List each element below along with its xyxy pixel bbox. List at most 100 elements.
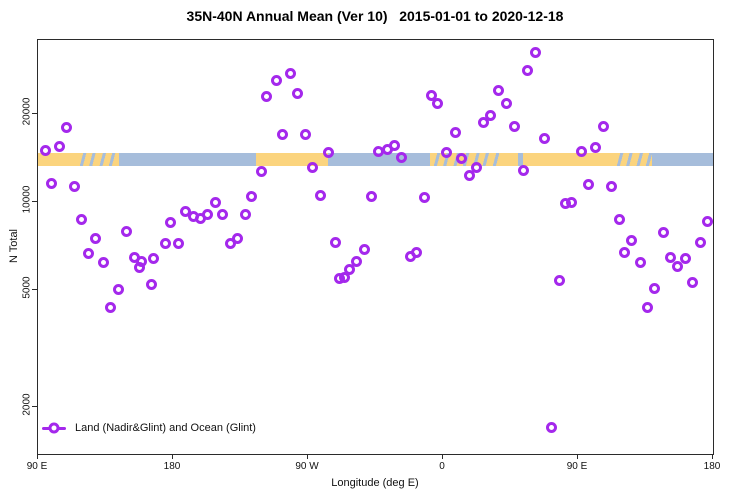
data-point <box>210 196 221 208</box>
data-point <box>76 213 88 225</box>
data-point <box>339 271 350 283</box>
map-strip-segment-ocean <box>119 152 256 166</box>
data-point <box>46 178 58 190</box>
data-point <box>450 127 461 139</box>
data-point <box>576 146 587 158</box>
data-point <box>69 181 80 193</box>
data-point <box>432 97 443 109</box>
legend: Land (Nadir&Glint) and Ocean (Glint) <box>42 420 256 436</box>
data-point <box>240 209 251 221</box>
data-point <box>426 89 437 101</box>
y-tick-mark <box>32 200 37 202</box>
data-point <box>351 255 362 267</box>
x-tick-mark <box>37 454 38 459</box>
data-point <box>589 142 601 153</box>
data-point <box>529 46 541 58</box>
data-point <box>694 236 706 248</box>
data-point <box>366 190 377 202</box>
data-point <box>598 120 610 132</box>
data-point <box>136 255 148 267</box>
x-tick-label: 180 <box>163 461 181 472</box>
data-point <box>522 65 533 76</box>
x-tick-label: 0 <box>439 461 445 472</box>
data-point <box>619 246 631 258</box>
map-strip-segment-ocean <box>518 152 523 166</box>
data-point <box>165 216 176 228</box>
data-point <box>456 153 467 165</box>
data-point <box>538 133 550 145</box>
data-point <box>307 161 319 173</box>
data-point <box>315 189 326 201</box>
y-axis-title: N Total <box>8 228 20 264</box>
x-tick-mark <box>307 454 308 459</box>
data-point <box>484 110 496 122</box>
y-tick-label: 2000 <box>21 393 33 416</box>
data-point <box>121 225 133 237</box>
data-point <box>300 129 311 141</box>
data-point <box>649 283 661 295</box>
data-point <box>583 179 595 191</box>
legend-open-circle-icon <box>48 422 60 434</box>
data-point <box>160 238 172 250</box>
map-strip-segment-mixed <box>75 152 119 166</box>
data-point <box>330 237 341 248</box>
data-point <box>343 264 355 276</box>
map-strip-segment-mixed <box>612 152 652 166</box>
data-point <box>54 141 65 153</box>
data-point <box>277 129 289 141</box>
data-point <box>508 120 520 132</box>
data-point <box>256 165 268 177</box>
x-axis-title: Longitude (deg E) <box>331 477 419 489</box>
data-point <box>388 139 400 151</box>
y-tick-mark <box>32 405 37 407</box>
y-tick-mark <box>32 112 37 114</box>
data-point <box>261 90 272 102</box>
data-point <box>82 247 94 259</box>
data-point <box>687 277 698 289</box>
x-tick-mark <box>172 454 173 459</box>
data-point <box>553 274 565 286</box>
data-point <box>90 233 101 245</box>
data-point <box>232 233 244 245</box>
map-strip-segment-land <box>522 152 613 166</box>
data-point <box>246 190 257 202</box>
x-tick-label: 90 E <box>566 461 588 472</box>
data-point <box>664 252 676 264</box>
data-point <box>642 302 653 313</box>
data-point <box>606 181 617 193</box>
data-point <box>679 252 691 264</box>
data-point <box>463 169 475 181</box>
data-point <box>625 235 637 247</box>
x-tick-label: 180 <box>703 461 721 472</box>
x-tick-mark <box>442 454 443 459</box>
x-tick-label: 90 E <box>26 461 48 472</box>
data-point <box>105 302 116 313</box>
data-point <box>702 215 713 227</box>
x-tick-label: 90 W <box>295 461 319 472</box>
y-tick-label: 5000 <box>21 276 33 299</box>
data-point <box>217 208 229 220</box>
plot-area <box>37 39 714 455</box>
x-tick-mark <box>712 454 713 459</box>
data-point <box>418 191 430 203</box>
data-point <box>172 238 184 250</box>
data-point <box>501 97 512 109</box>
legend-label: Land (Nadir&Glint) and Ocean (Glint) <box>75 422 256 434</box>
data-point <box>61 122 73 134</box>
data-point <box>565 196 577 208</box>
data-point <box>478 117 490 129</box>
data-point <box>471 161 482 173</box>
x-tick-mark <box>577 454 578 459</box>
data-point <box>396 152 407 164</box>
data-point <box>202 208 214 220</box>
y-tick-label: 20000 <box>21 97 33 126</box>
data-point <box>517 164 529 176</box>
data-point <box>97 256 109 268</box>
data-point <box>112 283 124 295</box>
map-strip-segment-land <box>38 152 76 166</box>
data-point <box>672 260 683 272</box>
y-tick-label: 10000 <box>21 185 33 214</box>
map-strip-segment-land <box>498 152 518 166</box>
chart-title: 35N-40N Annual Mean (Ver 10) 2015-01-01 … <box>186 8 564 24</box>
